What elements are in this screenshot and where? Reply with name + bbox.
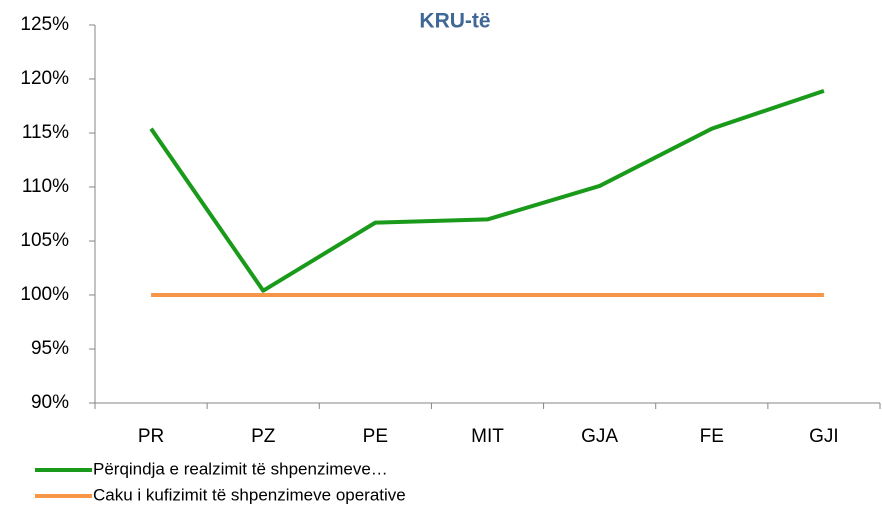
y-tick-label: 90% (31, 392, 69, 413)
y-tick-label: 100% (20, 284, 69, 305)
y-tick-label: 105% (20, 230, 69, 251)
y-tick-label: 120% (20, 68, 69, 89)
chart-title: KRU-të (419, 10, 490, 33)
x-tick-label: GJI (809, 426, 839, 447)
x-tick-label: FE (700, 426, 724, 447)
y-tick-label: 115% (22, 122, 69, 143)
x-tick-label: MIT (471, 426, 504, 447)
y-tick-label: 95% (31, 338, 69, 359)
x-tick-label: PE (363, 426, 388, 447)
legend-label: Përqindja e realzimit të shpenzimeve… (93, 459, 388, 478)
x-tick-label: PZ (251, 426, 276, 447)
x-tick-label: GJA (581, 426, 618, 447)
x-tick-label: PR (138, 426, 164, 447)
legend-label: Caku i kufizimit të shpenzimeve operativ… (93, 485, 406, 504)
y-tick-label: 110% (22, 176, 69, 197)
y-tick-label: 125% (20, 14, 69, 35)
series-line (149, 88, 825, 293)
